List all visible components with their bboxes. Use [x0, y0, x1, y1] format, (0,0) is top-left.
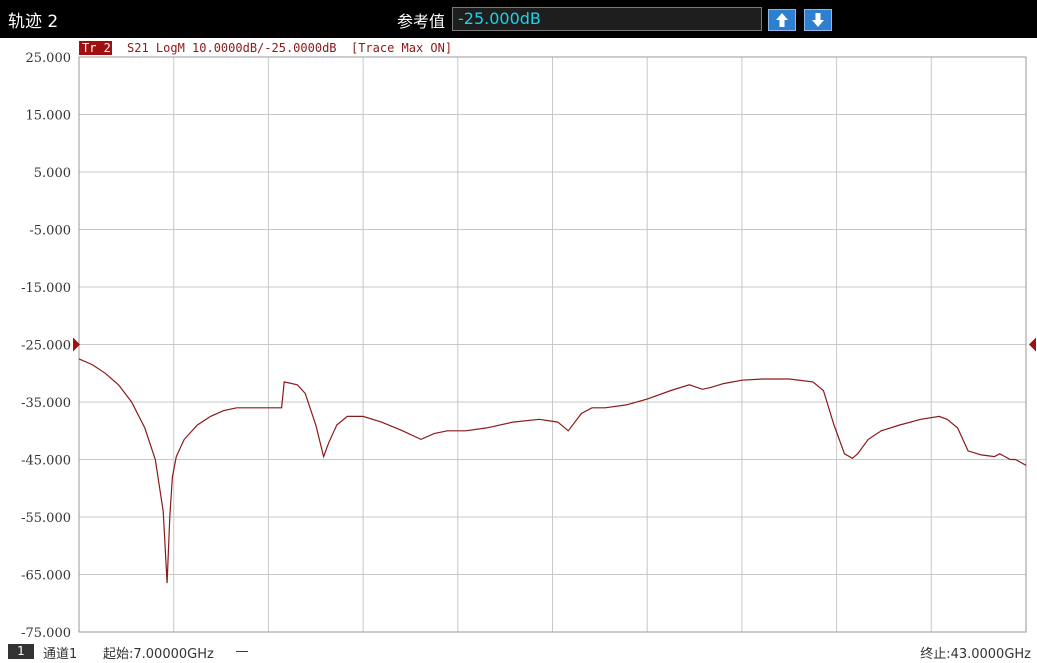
y-tick-label: -15.000	[21, 281, 71, 296]
reference-value-input[interactable]: -25.000dB	[452, 7, 762, 31]
decrease-button[interactable]	[804, 9, 832, 31]
status-bar: 1 通道1 起始:7.00000GHz 终止:43.0000GHz	[0, 640, 1037, 663]
reference-value-label: 参考值	[397, 12, 446, 31]
y-tick-label: -75.000	[21, 626, 71, 640]
reference-marker-left	[73, 337, 80, 352]
channel-name: 通道1	[43, 647, 78, 662]
grid-lines	[79, 57, 1026, 632]
stop-frequency: 终止:43.0000GHz	[920, 647, 1031, 662]
top-bar: 轨迹 2 参考值 -25.000dB	[0, 0, 1037, 38]
increase-button[interactable]	[768, 9, 796, 31]
y-tick-label: -35.000	[21, 396, 71, 411]
trace-legend-line	[236, 651, 248, 652]
reference-marker-right	[1029, 337, 1036, 352]
y-tick-label: -45.000	[21, 454, 71, 469]
y-tick-label: 25.000	[26, 51, 72, 66]
arrow-up-icon	[776, 13, 788, 27]
trace-line-s21	[78, 358, 1027, 584]
trace-plot: 25.000 15.000 5.000 -5.000 -15.000 -25.000 -35…	[0, 38, 1037, 640]
arrow-down-icon	[812, 13, 824, 27]
trace-title: 轨迹 2	[8, 12, 59, 32]
start-frequency: 起始:7.00000GHz	[103, 647, 214, 662]
y-tick-label: 5.000	[34, 166, 71, 181]
y-tick-label: -55.000	[21, 511, 71, 526]
y-tick-label: 15.000	[26, 109, 72, 124]
channel-number-badge[interactable]: 1	[8, 644, 34, 659]
y-tick-label: -5.000	[29, 224, 71, 239]
trace-tag-bg	[79, 41, 112, 55]
trace-tag: Tr 2	[82, 41, 111, 55]
y-tick-label: -65.000	[21, 569, 71, 584]
y-tick-label: -25.000	[21, 339, 71, 354]
y-tick-labels: 25.000 15.000 5.000 -5.000 -15.000 -25.000 -35…	[21, 51, 71, 640]
trace-header: Tr 2 S21 LogM 10.0000dB/-25.0000dB [Trac…	[79, 41, 452, 55]
trace-info: S21 LogM 10.0000dB/-25.0000dB [Trace Max…	[127, 41, 452, 55]
